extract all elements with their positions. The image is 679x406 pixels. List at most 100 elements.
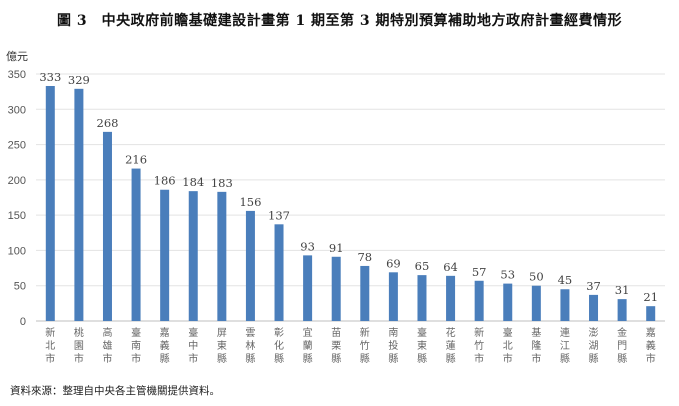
x-tick-label: 縣 <box>160 353 170 365</box>
x-tick-label: 市 <box>503 352 513 365</box>
source-note: 資料來源：整理自中央各主管機關提供資料。 <box>10 385 220 397</box>
data-label: 216 <box>125 153 147 167</box>
bar <box>45 85 55 321</box>
x-tick-label: 桃 <box>74 326 84 339</box>
x-tick-label: 湖 <box>589 340 599 352</box>
x-tick-label: 雄 <box>102 339 112 352</box>
x-tick-label: 義 <box>646 339 656 352</box>
data-label: 53 <box>500 268 515 282</box>
x-tick-label: 新 <box>360 326 370 339</box>
y-tick-label: 0 <box>20 316 26 328</box>
data-label: 186 <box>154 174 176 188</box>
x-tick-label: 化 <box>274 339 284 352</box>
x-tick-label: 市 <box>646 352 656 365</box>
data-label: 333 <box>39 70 61 84</box>
x-tick-label: 門 <box>617 340 627 352</box>
x-tick-label: 東 <box>417 339 427 352</box>
y-tick-label: 350 <box>8 69 26 81</box>
x-tick-label: 縣 <box>617 353 627 365</box>
data-label: 184 <box>182 175 204 189</box>
data-label: 183 <box>211 176 233 190</box>
x-tick-label: 市 <box>131 352 141 365</box>
bar <box>331 256 341 321</box>
data-label: 69 <box>386 256 401 270</box>
bar <box>474 280 484 321</box>
x-tick-label: 縣 <box>217 353 227 365</box>
data-label: 329 <box>68 73 90 87</box>
data-label: 37 <box>586 279 601 293</box>
data-label: 137 <box>268 208 290 222</box>
x-tick-label: 隆 <box>531 339 541 352</box>
x-tick-label: 南 <box>388 326 398 339</box>
chart-title: 圖 3 中央政府前瞻基礎建設計畫第 1 期至第 3 期特別預算補助地方政府計畫經… <box>56 13 623 29</box>
x-tick-label: 高 <box>102 326 112 339</box>
x-tick-label: 金 <box>617 326 627 339</box>
bar <box>360 265 370 321</box>
x-tick-label: 花 <box>446 326 456 339</box>
x-tick-label: 縣 <box>245 353 255 365</box>
data-label: 45 <box>558 273 573 287</box>
x-tick-label: 北 <box>45 340 55 352</box>
data-label: 64 <box>443 260 458 274</box>
y-tick-label: 250 <box>8 140 26 152</box>
bar <box>74 88 84 321</box>
x-tick-label: 竹 <box>474 339 484 352</box>
x-tick-label: 市 <box>102 352 112 365</box>
x-tick-label: 雲 <box>245 327 255 339</box>
x-tick-label: 園 <box>74 340 84 352</box>
x-tick-label: 縣 <box>331 353 341 365</box>
x-tick-label: 市 <box>188 352 198 365</box>
bar <box>646 306 656 321</box>
bar <box>245 210 255 321</box>
x-tick-label: 臺 <box>188 326 198 339</box>
x-tick-label: 連 <box>560 326 570 339</box>
x-tick-label: 縣 <box>360 353 370 365</box>
bar <box>217 191 227 321</box>
data-label: 91 <box>329 241 344 255</box>
x-tick-label: 臺 <box>131 326 141 339</box>
x-tick-label: 市 <box>45 352 55 365</box>
data-label: 156 <box>239 195 261 209</box>
x-tick-label: 中 <box>188 339 198 352</box>
x-tick-label: 縣 <box>560 353 570 365</box>
x-tick-label: 苗 <box>331 327 341 339</box>
x-tick-label: 新 <box>45 326 55 339</box>
x-tick-label: 市 <box>474 352 484 365</box>
bar <box>531 285 541 321</box>
y-tick-label: 300 <box>8 104 26 116</box>
x-tick-label: 彰 <box>274 326 284 339</box>
x-tick-label: 臺 <box>503 326 513 339</box>
bar <box>388 272 398 321</box>
data-label: 21 <box>643 290 658 304</box>
x-tick-label: 縣 <box>589 353 599 365</box>
x-tick-label: 臺 <box>417 326 427 339</box>
x-tick-label: 嘉 <box>160 326 170 339</box>
x-tick-label: 蓮 <box>446 339 456 352</box>
y-tick-label: 50 <box>14 281 26 293</box>
data-label: 93 <box>300 239 315 253</box>
data-label: 78 <box>357 250 372 264</box>
x-tick-label: 竹 <box>360 339 370 352</box>
x-tick-label: 投 <box>388 339 398 352</box>
x-tick-label: 縣 <box>417 353 427 365</box>
y-tick-label: 100 <box>8 245 26 257</box>
bar <box>503 283 513 321</box>
bar <box>446 275 456 321</box>
data-label: 31 <box>615 283 630 297</box>
bar <box>131 168 141 321</box>
data-label: 50 <box>529 270 544 284</box>
data-label: 57 <box>472 265 487 279</box>
x-tick-label: 北 <box>503 340 513 352</box>
x-tick-label: 縣 <box>446 353 456 365</box>
x-tick-label: 縣 <box>303 353 313 365</box>
x-tick-label: 新 <box>474 326 484 339</box>
y-tick-label: 150 <box>8 210 26 222</box>
bar <box>303 255 313 321</box>
bar <box>617 299 627 321</box>
x-tick-label: 市 <box>531 352 541 365</box>
x-tick-label: 屏 <box>217 327 227 339</box>
x-tick-label: 宜 <box>303 326 313 339</box>
x-tick-label: 縣 <box>274 353 284 365</box>
y-axis-unit: 億元 <box>6 50 28 63</box>
